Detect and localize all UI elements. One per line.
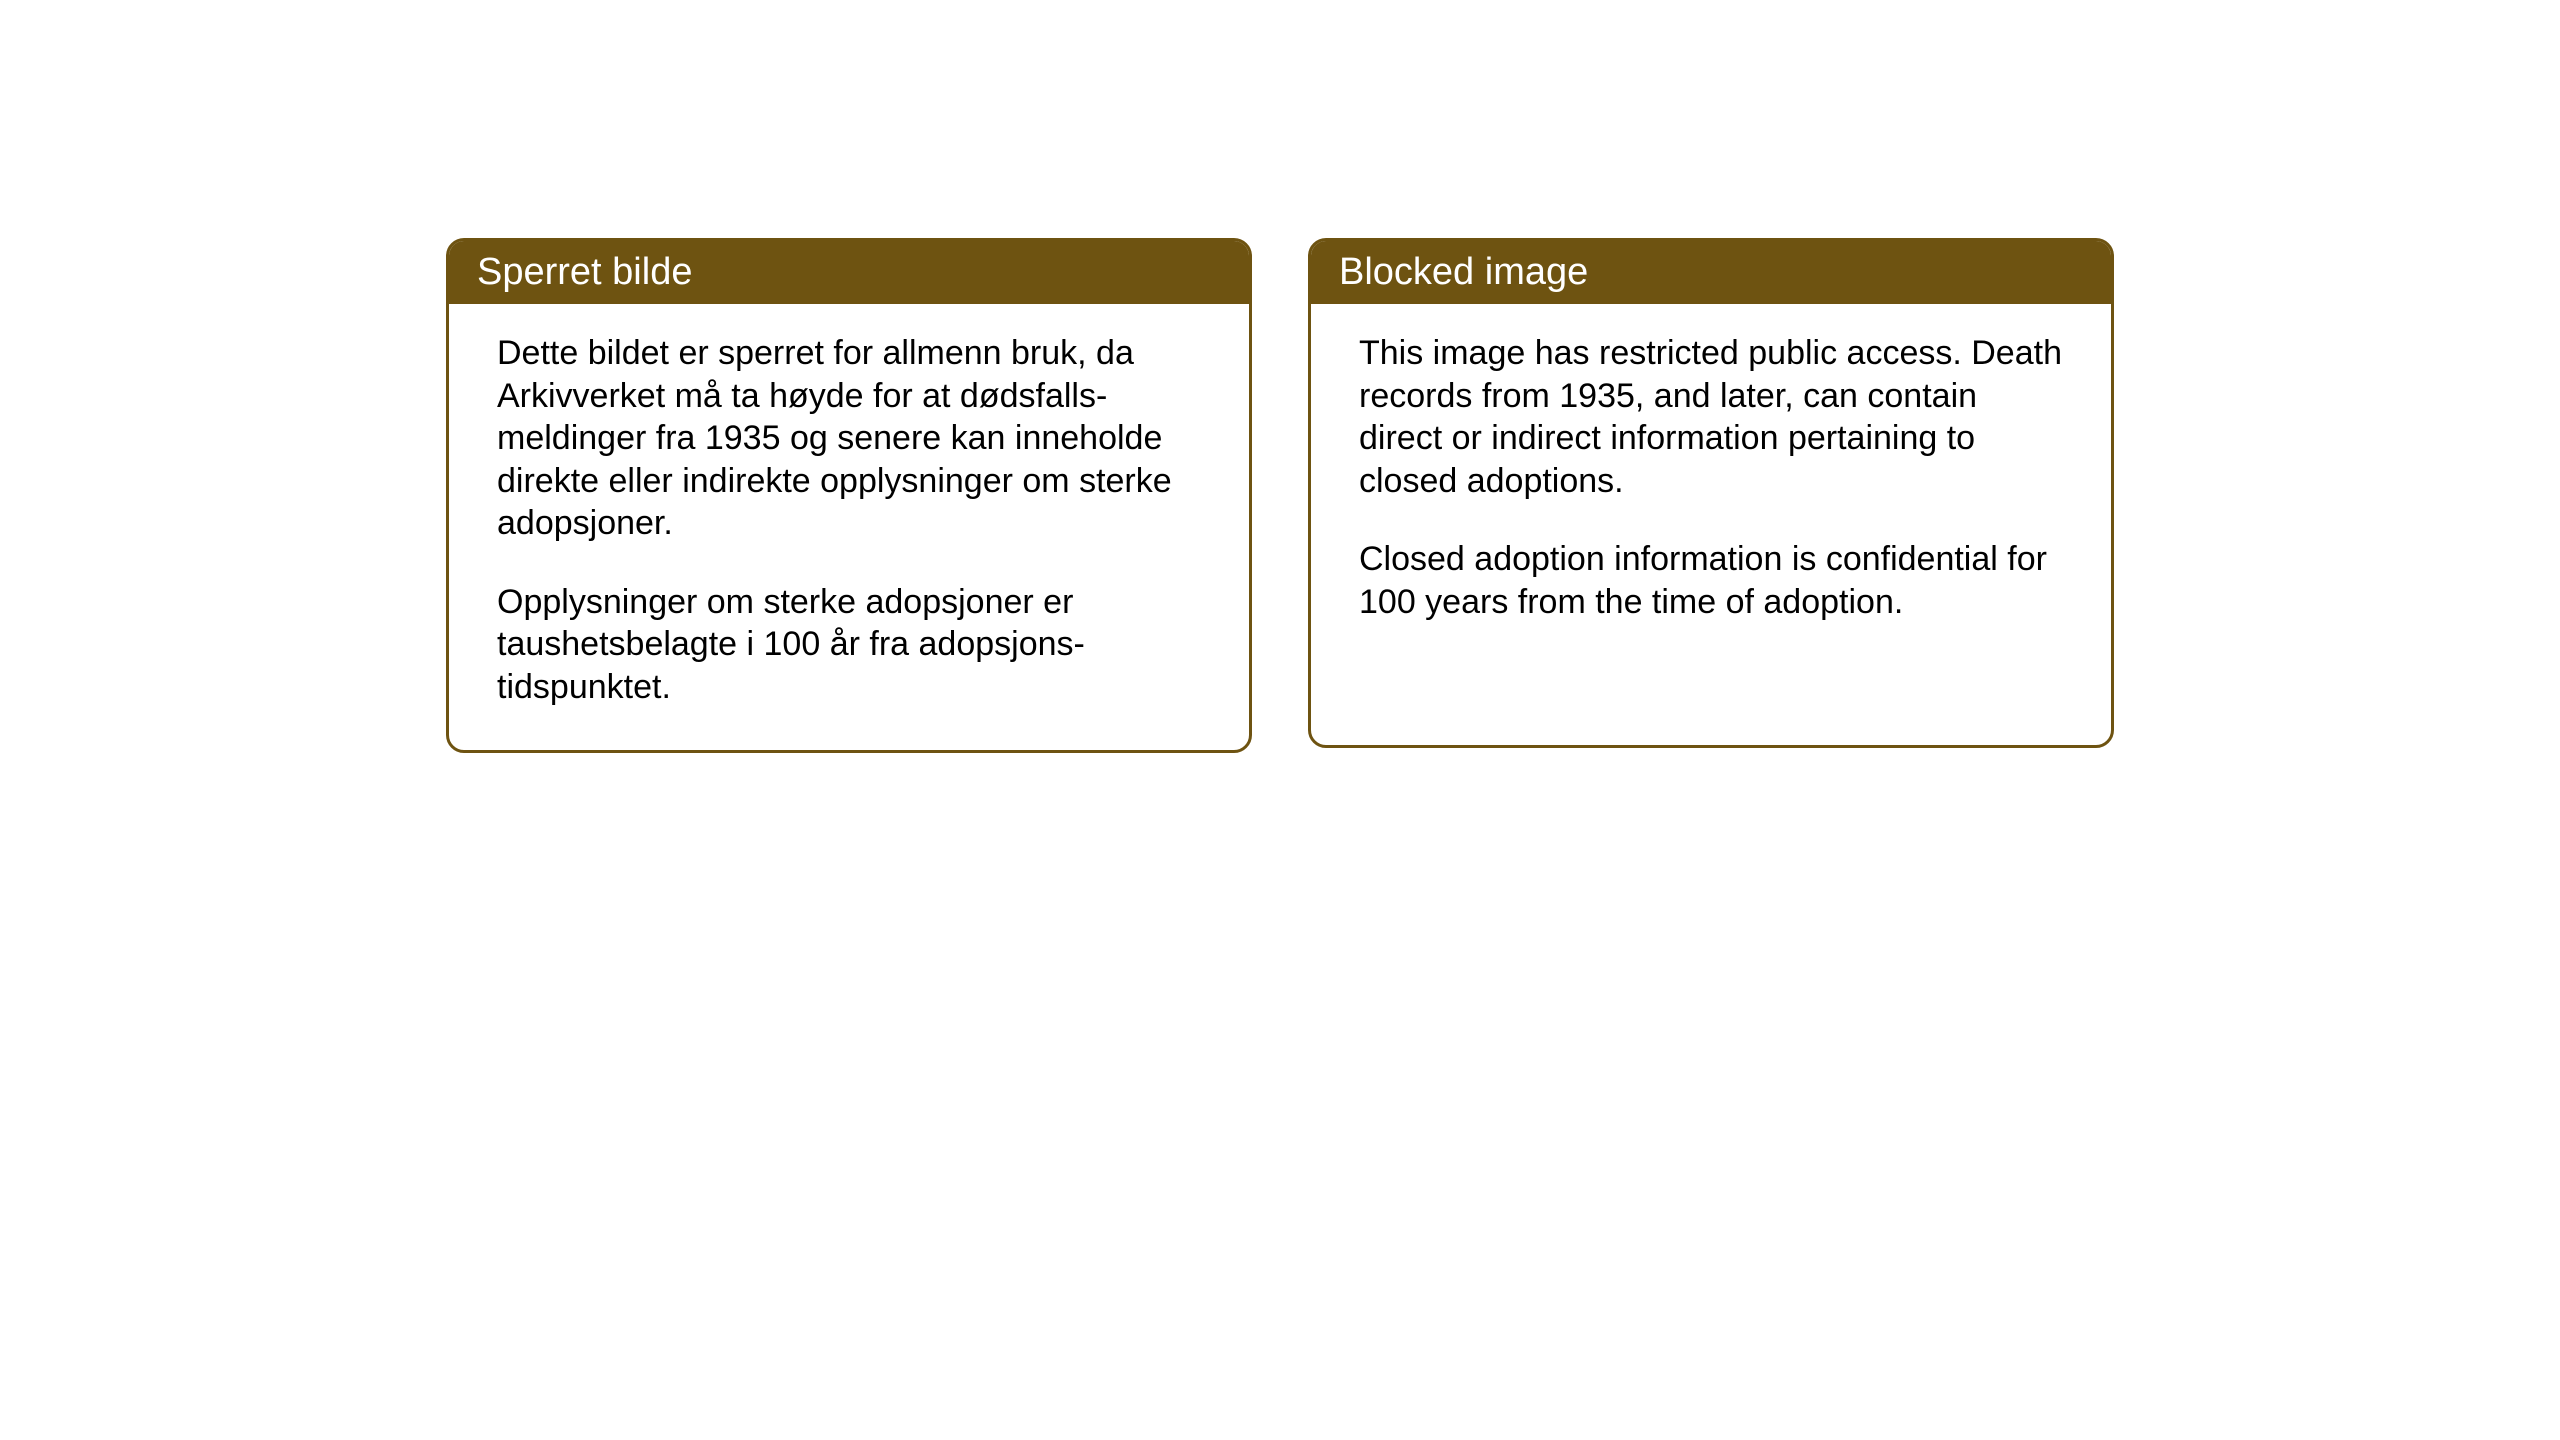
card-norwegian-body: Dette bildet er sperret for allmenn bruk…: [449, 304, 1249, 750]
card-english-title: Blocked image: [1339, 251, 1588, 293]
card-english-paragraph-1: This image has restricted public access.…: [1359, 332, 2063, 502]
card-norwegian-paragraph-2: Opplysninger om sterke adopsjoner er tau…: [497, 581, 1201, 709]
card-english-paragraph-2: Closed adoption information is confident…: [1359, 538, 2063, 623]
cards-container: Sperret bilde Dette bildet er sperret fo…: [446, 238, 2560, 753]
card-norwegian: Sperret bilde Dette bildet er sperret fo…: [446, 238, 1252, 753]
card-norwegian-title: Sperret bilde: [477, 251, 692, 293]
card-english: Blocked image This image has restricted …: [1308, 238, 2114, 748]
card-english-body: This image has restricted public access.…: [1311, 304, 2111, 665]
card-norwegian-paragraph-1: Dette bildet er sperret for allmenn bruk…: [497, 332, 1201, 545]
card-norwegian-header: Sperret bilde: [449, 241, 1249, 304]
card-english-header: Blocked image: [1311, 241, 2111, 304]
